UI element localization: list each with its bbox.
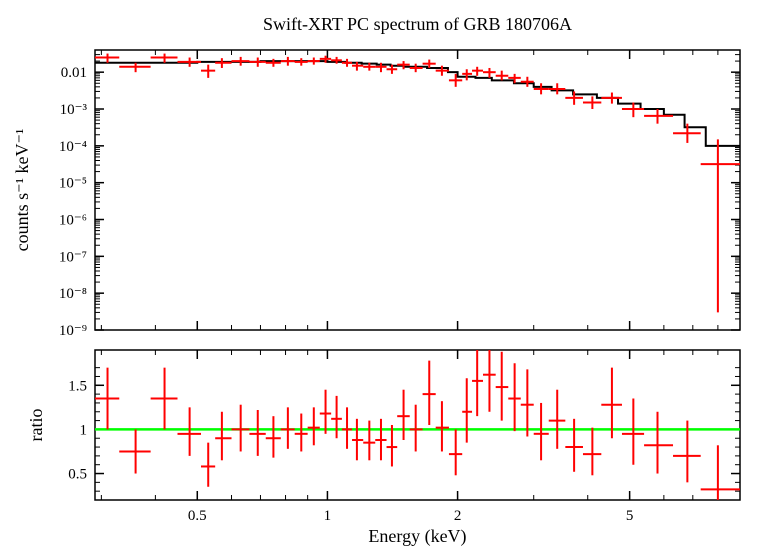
x-axis-label: Energy (keV) bbox=[368, 526, 466, 547]
x-tick-label: 0.5 bbox=[188, 508, 207, 524]
y-tick-label: 10⁻³ bbox=[60, 102, 88, 118]
y-tick-label: 0.5 bbox=[68, 467, 87, 483]
y-tick-label: 10⁻⁸ bbox=[59, 286, 87, 302]
y-tick-label: 10⁻⁴ bbox=[59, 139, 87, 155]
y-tick-label: 1.5 bbox=[68, 378, 87, 394]
spectrum-chart: Swift-XRT PC spectrum of GRB 180706A 10⁻⁹… bbox=[0, 0, 758, 556]
y-tick-label: 10⁻⁷ bbox=[59, 249, 87, 265]
y-tick-label: 10⁻⁶ bbox=[59, 213, 87, 229]
y-axis-label-bottom: ratio bbox=[26, 409, 46, 442]
x-tick-label: 2 bbox=[454, 508, 462, 524]
y-tick-label: 1 bbox=[80, 422, 88, 438]
x-tick-label: 1 bbox=[324, 508, 332, 524]
y-tick-label: 10⁻⁵ bbox=[59, 176, 87, 192]
x-tick-label: 5 bbox=[626, 508, 634, 524]
y-tick-label: 0.01 bbox=[61, 65, 87, 81]
chart-title: Swift-XRT PC spectrum of GRB 180706A bbox=[263, 14, 572, 34]
y-tick-label: 10⁻⁹ bbox=[59, 323, 87, 339]
chart-svg: Swift-XRT PC spectrum of GRB 180706A 10⁻⁹… bbox=[0, 0, 758, 556]
y-axis-label-top: counts s⁻¹ keV⁻¹ bbox=[12, 129, 32, 252]
